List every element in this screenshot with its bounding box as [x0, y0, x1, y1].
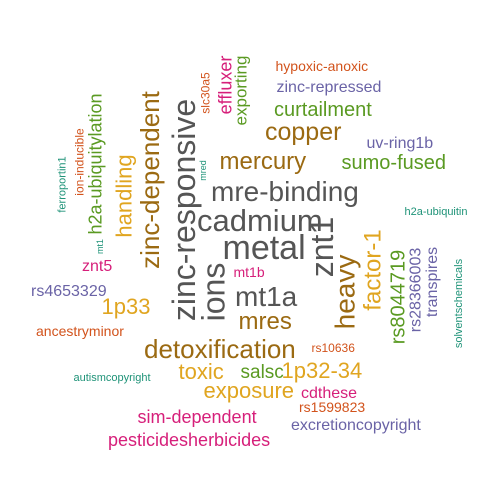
- word-ions: ions: [194, 262, 231, 322]
- word-zinc-dependent: zinc-dependent: [134, 91, 165, 269]
- word-mres: mres: [238, 308, 292, 335]
- word-rs4653329: rs4653329: [31, 283, 107, 300]
- word-salsc: salsc: [240, 361, 284, 383]
- word-h2a-ubiquitylation: h2a-ubiquitylation: [85, 93, 106, 235]
- word-znt5: znt5: [82, 258, 113, 275]
- word-solventschemicals: solventschemicals: [452, 258, 465, 348]
- word-copper: copper: [265, 117, 342, 146]
- word-effluxer: effluxer: [214, 55, 235, 115]
- word-excretioncopyright: excretioncopyright: [291, 417, 421, 434]
- word-exposure: exposure: [203, 378, 295, 403]
- word-mercury: mercury: [219, 148, 307, 175]
- word-slc30a5: slc30a5: [198, 72, 213, 114]
- word-rs10636: rs10636: [311, 341, 355, 355]
- word-pesticidesherbicides: pesticidesherbicides: [108, 430, 271, 450]
- word-ferroportin1: ferroportin1: [56, 155, 69, 213]
- word-autismcopyright: autismcopyright: [73, 371, 151, 384]
- word-1p32-34: 1p32-34: [281, 358, 363, 383]
- word-mt1b: mt1b: [233, 264, 265, 280]
- word-rs28366003: rs28366003: [406, 247, 424, 333]
- word-cdthese: cdthese: [301, 385, 358, 402]
- word-transpires: transpires: [424, 246, 442, 318]
- word-uv-ring1b: uv-ring1b: [366, 135, 434, 152]
- word-rs1599823: rs1599823: [299, 399, 366, 415]
- word-cadmium: cadmium: [197, 202, 323, 238]
- word-mre-binding: mre-binding: [211, 176, 359, 207]
- word-ion-inducible: ion-inducible: [72, 128, 87, 196]
- word-1p33: 1p33: [101, 294, 151, 319]
- word-sumo-fused: sumo-fused: [341, 152, 447, 174]
- word-mt1: mt1: [94, 238, 105, 254]
- word-toxic: toxic: [178, 359, 224, 384]
- word-metal: metal: [222, 229, 306, 267]
- word-rs8044719: rs8044719: [386, 249, 409, 345]
- word-heavy: heavy: [328, 254, 360, 330]
- word-hypoxic-anoxic: hypoxic-anoxic: [275, 58, 369, 74]
- word-h2a-ubiquitin: h2a-ubiquitin: [404, 205, 468, 218]
- word-mred: mred: [197, 159, 208, 181]
- word-mt1a: mt1a: [235, 281, 298, 312]
- word-detoxification: detoxification: [144, 334, 296, 364]
- word-sim-dependent: sim-dependent: [137, 407, 257, 427]
- word-factor-1: factor-1: [359, 229, 387, 311]
- word-ancestryminor: ancestryminor: [36, 323, 124, 339]
- word-curtailment: curtailment: [274, 99, 372, 121]
- word-handling: handling: [111, 154, 137, 238]
- word-zinc-repressed: zinc-repressed: [276, 79, 382, 96]
